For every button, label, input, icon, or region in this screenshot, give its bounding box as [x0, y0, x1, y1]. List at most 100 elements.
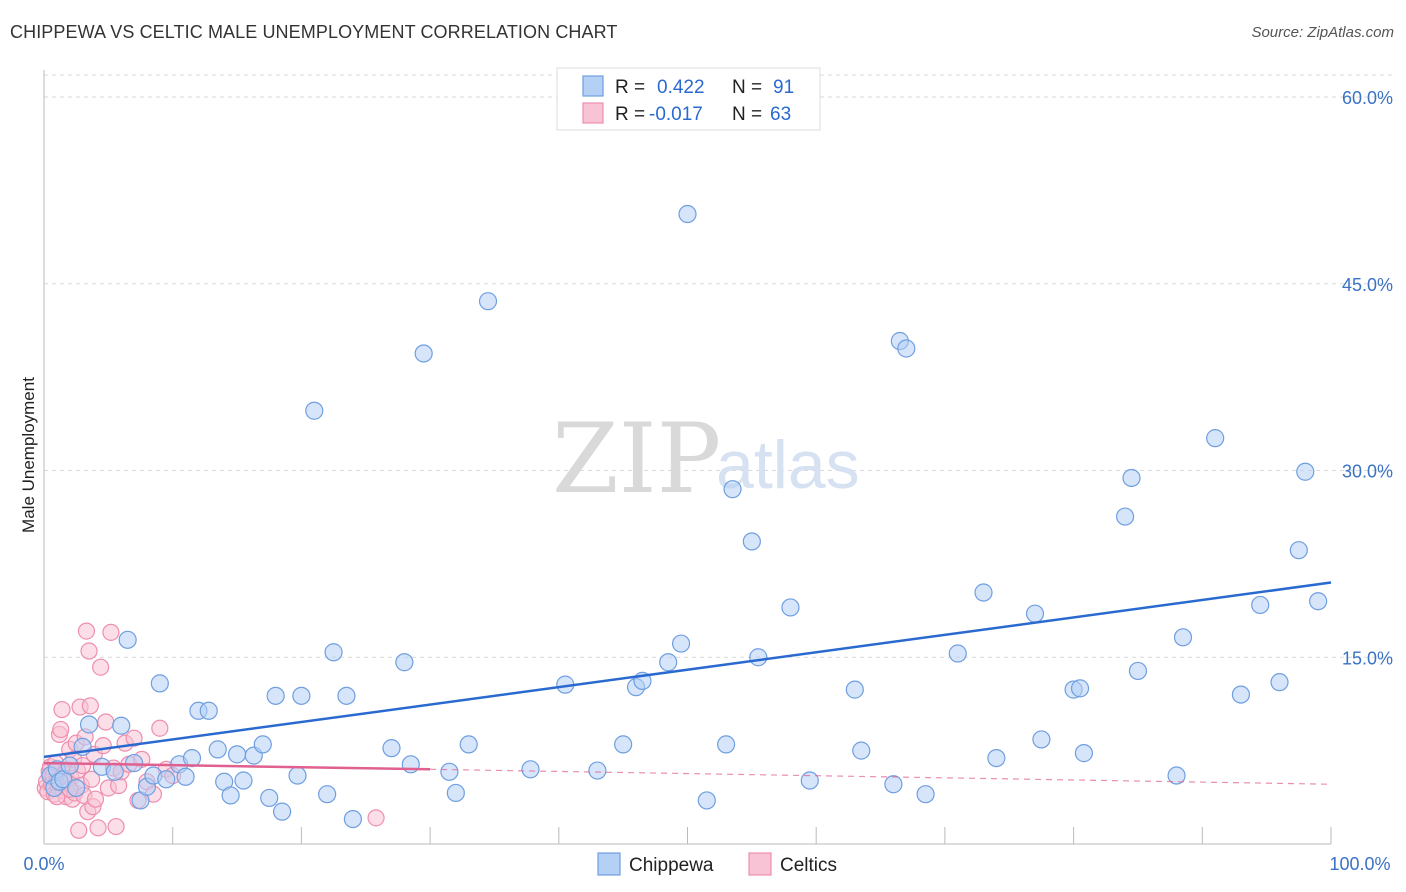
chippewa-point: [987, 748, 1006, 768]
chippewa-point: [446, 783, 465, 803]
celtics-trendline: [43, 761, 431, 771]
legend-n-value-celtics: 63: [770, 104, 791, 125]
legend-r-value-celtics: -0.017: [649, 104, 703, 125]
celtics-point: [92, 658, 110, 676]
chippewa-point: [1296, 462, 1315, 481]
legend-swatch-celtics: [582, 102, 604, 124]
x-tick-label-max: 100.0%: [1329, 854, 1390, 874]
chippewa-point: [1251, 595, 1270, 615]
chippewa-point: [182, 748, 202, 768]
x-axis-ticks: [43, 827, 1332, 844]
y-axis-tick-labels: 15.0% 30.0% 45.0% 60.0%: [1342, 88, 1393, 668]
celtics-point: [94, 737, 112, 755]
chippewa-point: [459, 735, 478, 754]
y-axis-label: Male Unemployment: [19, 377, 38, 533]
source-credit: Source: ZipAtlas.com: [1251, 24, 1394, 41]
chippewa-point: [60, 756, 79, 775]
celtics-point: [86, 790, 105, 808]
chippewa-point: [266, 686, 285, 705]
chippewa-point: [723, 480, 742, 499]
chippewa-point: [948, 644, 967, 663]
chippewa-point: [659, 653, 678, 672]
y-tick-label: 15.0%: [1342, 648, 1393, 668]
chippewa-point: [176, 767, 195, 786]
chippewa-point: [208, 740, 227, 759]
trendlines: [43, 581, 1332, 785]
celtics-point: [367, 809, 385, 827]
y-tick-label: 30.0%: [1342, 462, 1393, 482]
chippewa-point: [150, 674, 169, 693]
chippewa-point: [1115, 507, 1135, 526]
chippewa-point: [382, 739, 401, 758]
chippewa-point: [105, 762, 124, 781]
chippewa-point: [260, 788, 279, 808]
chippewa-point: [884, 775, 903, 794]
chippewa-point: [588, 761, 607, 780]
chippewa-point: [845, 680, 864, 699]
celtics-point: [77, 622, 96, 640]
chippewa-point: [67, 778, 86, 798]
celtics-point: [125, 729, 143, 747]
chippewa-point: [112, 716, 131, 735]
gridlines: [44, 74, 1394, 658]
chippewa-point: [234, 771, 253, 790]
chippewa-point: [79, 715, 99, 734]
celtics-point: [102, 623, 120, 641]
chippewa-point: [337, 686, 356, 705]
chippewa-point: [318, 785, 337, 804]
chippewa-point: [288, 766, 307, 785]
stats-legend: R = 0.422 N = 91 R = -0.017 N = 63: [556, 67, 821, 131]
chippewa-point: [521, 760, 540, 779]
series-legend-label-celtics: Celtics: [780, 855, 837, 876]
chippewa-point: [395, 653, 414, 672]
chippewa-point: [414, 344, 433, 363]
chippewa-point: [717, 735, 736, 754]
celtics-point: [80, 642, 98, 660]
chippewa-point: [440, 762, 459, 781]
chippewa-point: [221, 786, 240, 805]
chippewa-point: [1025, 604, 1045, 623]
chippewa-point: [324, 643, 343, 662]
celtics-point: [89, 819, 107, 837]
watermark: ZIP atlas: [552, 403, 860, 515]
chippewa-point: [227, 745, 247, 764]
chippewa-point: [1270, 673, 1289, 692]
chippewa-point: [272, 802, 292, 821]
celtics-point: [52, 720, 70, 739]
legend-n-value-chippewa: 91: [773, 77, 794, 98]
chippewa-point: [916, 785, 935, 804]
chippewa-point: [1122, 468, 1141, 488]
chippewa-point: [1070, 679, 1090, 698]
legend-r-label-celtics: R =: [615, 104, 645, 125]
legend-swatch-chippewa: [582, 75, 604, 97]
chippewa-point: [1309, 592, 1328, 611]
chippewa-point: [897, 339, 916, 358]
chippewa-point: [118, 630, 137, 649]
legend-r-label-chippewa: R =: [615, 77, 645, 98]
chippewa-point: [1032, 730, 1051, 749]
x-tick-label-min: 0.0%: [23, 854, 64, 874]
chippewa-point: [292, 686, 311, 705]
celtics-point: [107, 817, 125, 836]
legend-n-label-celtics: N =: [732, 104, 762, 125]
chippewa-point: [253, 735, 272, 754]
chippewa-point: [1074, 744, 1093, 763]
chippewa-point: [343, 809, 362, 829]
celtics-trendline-extension: [430, 768, 1332, 785]
chippewa-point: [742, 532, 761, 551]
chippewa-points: [41, 204, 1328, 829]
series-legend-swatch-chippewa: [597, 852, 621, 876]
chippewa-point: [1206, 429, 1225, 448]
chippewa-point: [852, 741, 871, 760]
celtics-point: [81, 697, 99, 715]
legend-n-label-chippewa: N =: [732, 77, 762, 98]
chippewa-point: [1289, 541, 1308, 560]
y-tick-label: 45.0%: [1342, 275, 1393, 295]
chippewa-trendline: [43, 581, 1332, 759]
chippewa-point: [1173, 628, 1193, 647]
chippewa-point: [124, 753, 144, 773]
series-legend: Chippewa Celtics: [597, 852, 837, 876]
y-tick-label: 60.0%: [1342, 88, 1393, 108]
chippewa-point: [697, 791, 716, 810]
